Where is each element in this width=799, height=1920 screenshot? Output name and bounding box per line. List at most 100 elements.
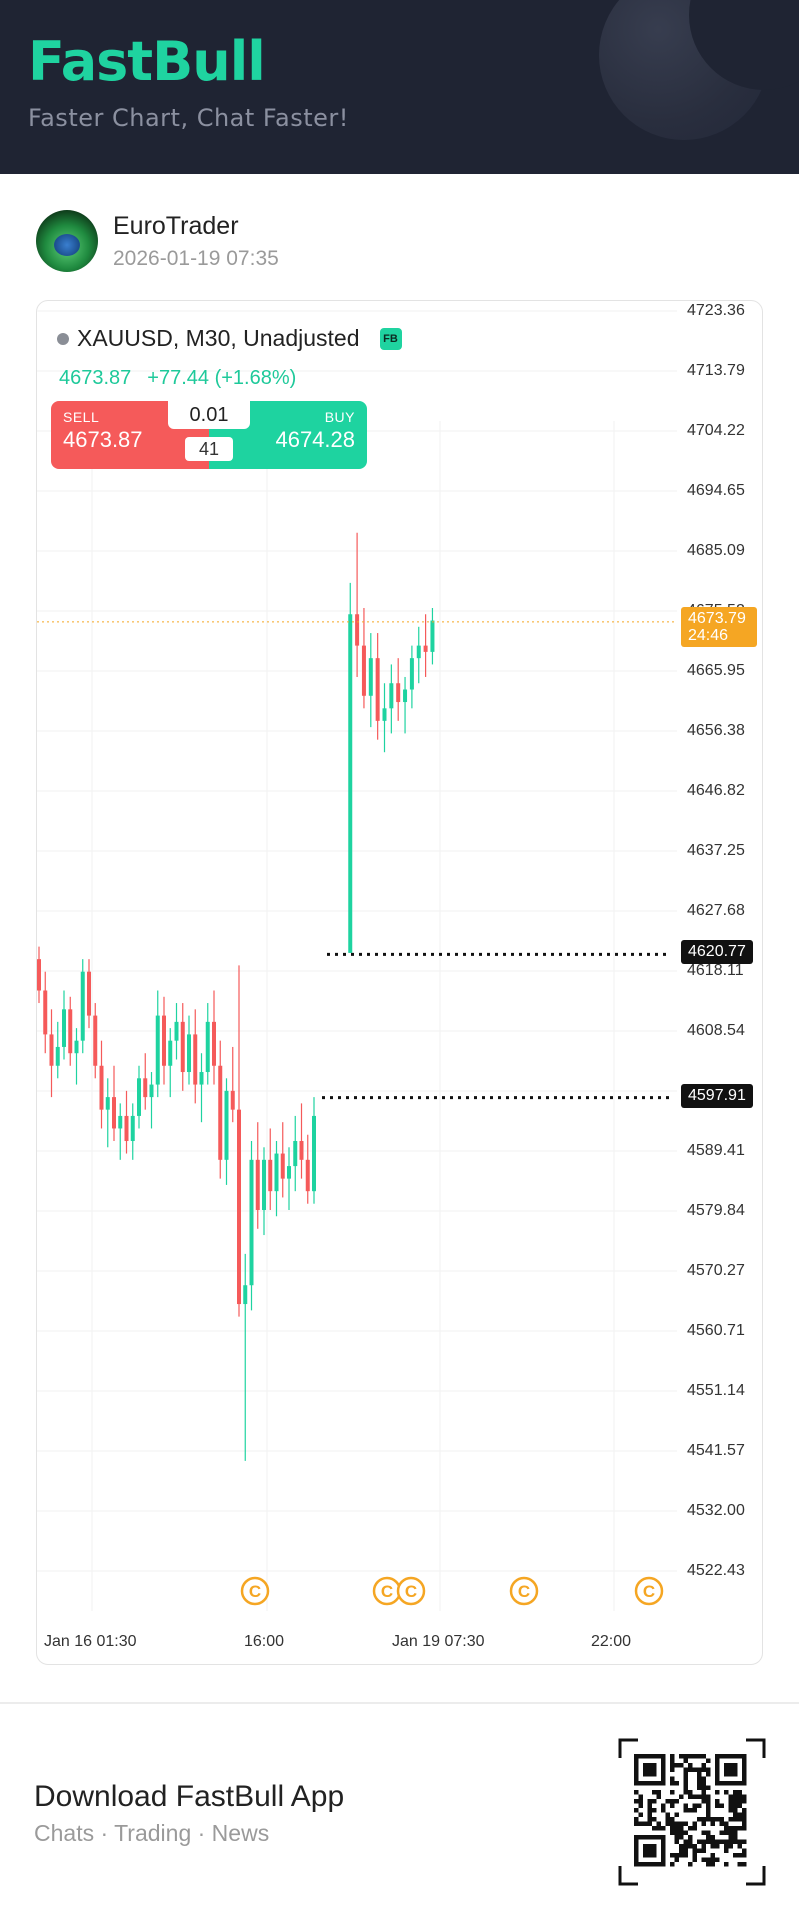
quantity-input[interactable]: 0.01 xyxy=(168,401,250,429)
qr-module xyxy=(742,1799,747,1804)
qr-module xyxy=(710,1821,715,1826)
candle-down xyxy=(37,959,41,991)
qr-module xyxy=(652,1790,657,1795)
qr-module xyxy=(710,1853,715,1858)
brand-tagline: Faster Chart, Chat Faster! xyxy=(28,104,349,132)
footer-divider xyxy=(0,1702,799,1704)
qr-module xyxy=(719,1817,724,1822)
qr-module xyxy=(647,1808,652,1813)
qr-module xyxy=(674,1799,679,1804)
qr-code-icon[interactable] xyxy=(618,1738,766,1886)
x-tick-label: 16:00 xyxy=(244,1633,285,1650)
candle-up xyxy=(348,614,353,953)
candle-down xyxy=(280,1153,285,1179)
candle-down xyxy=(218,1065,223,1160)
qr-module xyxy=(701,1830,706,1835)
y-tick-label: 4713.79 xyxy=(687,362,745,379)
candle-up xyxy=(224,1090,229,1160)
candle-down xyxy=(299,1141,304,1160)
qr-module xyxy=(733,1812,738,1817)
candle-down xyxy=(49,1034,54,1066)
qr-module xyxy=(670,1776,675,1781)
candle-down xyxy=(255,1159,260,1210)
candle-up xyxy=(187,1034,191,1073)
qr-module xyxy=(728,1817,733,1822)
post-timestamp: 2026-01-19 07:35 xyxy=(113,247,279,270)
qr-module xyxy=(701,1776,706,1781)
qr-module xyxy=(674,1839,679,1844)
qr-module xyxy=(638,1803,643,1808)
qr-module xyxy=(647,1799,652,1804)
qr-module xyxy=(737,1817,742,1822)
candle-down xyxy=(93,1015,98,1066)
qr-module xyxy=(683,1781,688,1786)
qr-module xyxy=(665,1817,670,1822)
price-level-tag[interactable]: 4597.91 xyxy=(681,1083,753,1108)
qr-module xyxy=(688,1835,693,1840)
qr-module xyxy=(710,1857,715,1862)
qr-module xyxy=(697,1776,702,1781)
qr-module xyxy=(710,1844,715,1849)
qr-module xyxy=(724,1790,729,1795)
price-level-tag[interactable]: 4620.77 xyxy=(681,940,753,965)
candle-down xyxy=(193,1034,198,1085)
qr-module xyxy=(692,1826,697,1831)
qr-module xyxy=(728,1803,733,1808)
qr-module xyxy=(652,1808,657,1813)
qr-module xyxy=(688,1844,693,1849)
event-marker-label: C xyxy=(518,1582,530,1601)
y-tick-label: 4551.14 xyxy=(687,1382,745,1399)
qr-module xyxy=(674,1821,679,1826)
fb-badge-icon: FB xyxy=(379,327,402,350)
qr-module xyxy=(652,1817,657,1822)
qr-module xyxy=(683,1803,688,1808)
qr-module xyxy=(733,1803,738,1808)
candle-up xyxy=(199,1072,204,1085)
event-marker-icon xyxy=(396,1576,426,1606)
download-title[interactable]: Download FastBull App xyxy=(34,1780,345,1813)
qr-module xyxy=(647,1821,652,1826)
event-marker-label: C xyxy=(405,1582,417,1601)
qr-module xyxy=(634,1817,639,1822)
qr-module xyxy=(674,1763,679,1768)
qr-module xyxy=(706,1772,711,1777)
qr-module xyxy=(737,1862,742,1867)
y-tick-label: 4532.00 xyxy=(687,1502,745,1519)
qr-module xyxy=(679,1794,684,1799)
qr-module xyxy=(634,1799,639,1804)
username[interactable]: EuroTrader xyxy=(113,212,239,240)
qr-module xyxy=(719,1803,724,1808)
qr-module xyxy=(715,1799,720,1804)
candle-up xyxy=(168,1040,173,1066)
qr-module xyxy=(701,1785,706,1790)
qr-module xyxy=(697,1754,702,1759)
qr-module xyxy=(688,1767,693,1772)
qr-module xyxy=(674,1830,679,1835)
qr-module xyxy=(715,1844,720,1849)
qr-module xyxy=(683,1758,688,1763)
qr-module xyxy=(706,1785,711,1790)
instrument-header: XAUUSD, M30, Unadjusted FB xyxy=(57,325,402,352)
qr-module xyxy=(692,1803,697,1808)
qr-module xyxy=(701,1790,706,1795)
qr-module xyxy=(706,1758,711,1763)
candle-up xyxy=(155,1015,160,1085)
qr-module xyxy=(679,1821,684,1826)
qr-module xyxy=(733,1835,738,1840)
qr-module xyxy=(656,1826,661,1831)
candle-up xyxy=(430,620,435,652)
candle-up xyxy=(409,658,414,690)
candle-up xyxy=(55,1046,60,1066)
qr-module xyxy=(692,1767,697,1772)
qr-module xyxy=(692,1794,697,1799)
qr-module xyxy=(710,1862,715,1867)
avatar[interactable] xyxy=(36,210,98,272)
qr-module xyxy=(688,1839,693,1844)
candle-up xyxy=(243,1285,248,1305)
spread-badge: 41 xyxy=(185,437,233,461)
candle-down xyxy=(237,1109,241,1305)
qr-module xyxy=(670,1821,675,1826)
event-marker-icon xyxy=(509,1576,539,1606)
